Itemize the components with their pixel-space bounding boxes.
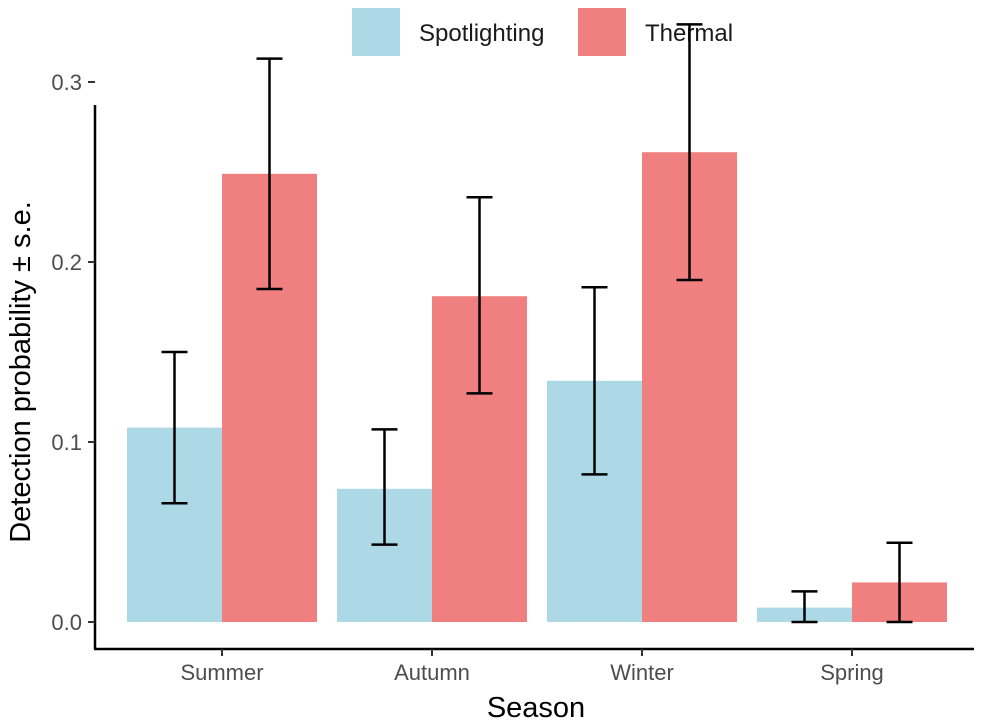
error-bar-spotlighting-spring xyxy=(791,590,818,624)
x-axis-title: Season xyxy=(487,692,585,724)
bars-layer xyxy=(127,152,947,623)
error-bar-thermal-autumn xyxy=(466,195,493,395)
x-ticks: Summer Autumn Winter Spring xyxy=(180,649,884,685)
legend-item-spotlighting: Spotlighting xyxy=(352,8,544,56)
error-bar-thermal-spring xyxy=(886,541,913,624)
y-axis-title: Detection probability ± s.e. xyxy=(5,201,37,543)
legend: Spotlighting Thermal xyxy=(352,8,733,56)
error-bar-spotlighting-winter xyxy=(581,285,608,476)
error-bar-spotlighting-summer xyxy=(161,350,188,505)
x-tick-label-autumn: Autumn xyxy=(394,660,470,685)
y-tick-label-0: 0.0 xyxy=(51,610,82,635)
legend-item-thermal: Thermal xyxy=(578,8,733,56)
legend-swatch-spotlighting xyxy=(352,8,400,56)
legend-label-spotlighting: Spotlighting xyxy=(419,20,544,47)
legend-swatch-thermal xyxy=(578,8,626,56)
error-bar-thermal-summer xyxy=(256,57,283,291)
y-ticks: 0.0 0.1 0.2 0.3 xyxy=(51,70,95,635)
axes-layer xyxy=(93,105,974,651)
error-bars-layer xyxy=(161,23,913,624)
error-bar-thermal-winter xyxy=(676,23,703,282)
y-tick-label-2: 0.2 xyxy=(51,250,82,275)
x-tick-label-winter: Winter xyxy=(610,660,674,685)
y-tick-label-3: 0.3 xyxy=(51,70,82,95)
x-tick-label-spring: Spring xyxy=(820,660,884,685)
y-tick-label-1: 0.1 xyxy=(51,430,82,455)
x-tick-label-summer: Summer xyxy=(180,660,263,685)
error-bar-spotlighting-autumn xyxy=(371,428,398,546)
